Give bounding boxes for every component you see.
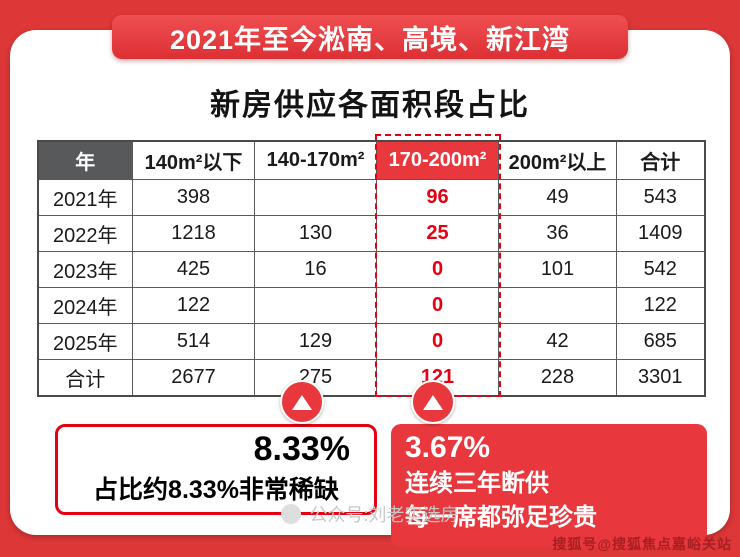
watermark-text: 公众号:刘老实选房 xyxy=(309,505,459,525)
table-cell: 542 xyxy=(616,251,705,288)
table-cell-highlight: 25 xyxy=(376,215,499,252)
table-row: 2022年 1218 130 25 36 1409 xyxy=(37,215,705,252)
up-triangle-icon xyxy=(291,394,312,410)
table-row: 2025年 514 129 0 42 685 xyxy=(37,323,705,360)
table-cell: 16 xyxy=(254,251,377,288)
table-title: 新房供应各面积段占比 xyxy=(210,89,530,122)
banner-title-text: 2021年至今淞南、高境、新江湾 xyxy=(169,24,571,55)
row-label: 2023年 xyxy=(37,251,133,288)
table-cell-highlight: 96 xyxy=(376,179,499,216)
table-cell-highlight: 0 xyxy=(376,251,499,288)
row-label: 2021年 xyxy=(37,179,133,216)
table-cell: 543 xyxy=(616,179,705,216)
column-header-over200: 200m²以上 xyxy=(498,140,617,180)
table-cell: 49 xyxy=(498,179,617,216)
row-label: 合计 xyxy=(37,359,133,397)
column-header-under140: 140m²以下 xyxy=(132,140,255,180)
table-cell: 130 xyxy=(254,215,377,252)
table-cell-highlight: 0 xyxy=(376,323,499,360)
table-cell: 425 xyxy=(132,251,255,288)
up-arrow-badge-left xyxy=(279,380,324,424)
scarcity-percentage: 8.33% xyxy=(253,430,350,468)
table-cell: 101 xyxy=(498,251,617,288)
table-cell: 514 xyxy=(132,323,255,360)
table-cell: 3301 xyxy=(616,359,705,397)
shortage-percentage: 3.67% xyxy=(405,431,491,464)
table-cell: 1409 xyxy=(616,215,705,252)
callout-scarcity: 8.33% 占比约8.33%非常稀缺 xyxy=(55,424,377,516)
supply-table-wrap: 年 140m²以下 140-170m² 170-200m² 200m²以上 合计… xyxy=(36,134,706,424)
up-arrow-badge-right xyxy=(410,380,455,424)
table-cell: 122 xyxy=(616,287,705,324)
table-cell: 122 xyxy=(132,287,255,324)
column-header-140-170: 140-170m² xyxy=(254,140,377,180)
table-cell: 129 xyxy=(254,323,377,360)
infographic-card: 新房供应各面积段占比 年 140m²以下 140-170m² 170-200m²… xyxy=(10,30,730,547)
column-header-total: 合计 xyxy=(616,140,705,180)
header-row: 年 140m²以下 140-170m² 170-200m² 200m²以上 合计 xyxy=(37,140,705,180)
table-cell xyxy=(254,179,377,216)
watermark-bottom-right: 搜狐号@搜狐焦点嘉峪关站 xyxy=(552,536,732,552)
watermark-center: 公众号:刘老实选房 xyxy=(10,501,730,527)
callout-shortage: 3.67% 连续三年断供 每一席都弥足珍贵 xyxy=(391,424,707,547)
table-cell: 1218 xyxy=(132,215,255,252)
shortage-caption-2: 每一席都弥足珍贵 xyxy=(405,504,597,532)
table-row: 2023年 425 16 0 101 542 xyxy=(37,251,705,288)
watermark-logo-icon xyxy=(281,504,302,524)
row-label: 2025年 xyxy=(37,323,133,360)
banner-title: 2021年至今淞南、高境、新江湾 xyxy=(112,15,628,59)
callouts-row: 8.33% 占比约8.33%非常稀缺 3.67% 连续三年断供 每一席都弥足珍贵 xyxy=(55,424,730,547)
column-header-170-200: 170-200m² xyxy=(376,140,499,180)
up-triangle-icon xyxy=(422,394,443,410)
table-cell: 2677 xyxy=(132,359,255,397)
table-cell: 36 xyxy=(498,215,617,252)
table-row: 2024年 122 0 122 xyxy=(37,287,705,324)
table-cell-highlight: 0 xyxy=(376,287,499,324)
table-cell: 398 xyxy=(132,179,255,216)
table-cell: 685 xyxy=(616,323,705,360)
table-cell xyxy=(254,287,377,324)
table-cell: 42 xyxy=(498,323,617,360)
column-header-year: 年 xyxy=(37,140,133,180)
table-row-total: 合计 2677 275 121 228 3301 xyxy=(37,359,705,397)
table-cell xyxy=(498,287,617,324)
row-label: 2022年 xyxy=(37,215,133,252)
scarcity-caption: 占比约8.33%非常稀缺 xyxy=(93,476,339,505)
row-label: 2024年 xyxy=(37,287,133,324)
supply-table: 年 140m²以下 140-170m² 170-200m² 200m²以上 合计… xyxy=(36,140,706,397)
table-cell: 228 xyxy=(498,359,617,397)
table-row: 2021年 398 96 49 543 xyxy=(37,179,705,216)
shortage-caption-1: 连续三年断供 xyxy=(405,470,549,497)
